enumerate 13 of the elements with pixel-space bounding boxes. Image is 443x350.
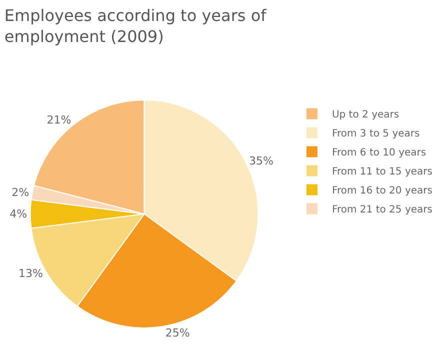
data-label: 25% — [165, 326, 190, 340]
data-label: 4% — [10, 208, 28, 220]
legend-label: From 3 to 5 years — [332, 128, 420, 140]
data-label: 13% — [18, 267, 43, 280]
legend-label: From 21 to 25 years — [332, 204, 432, 216]
legend-label: From 11 to 15 years — [332, 166, 432, 178]
data-label: 21% — [46, 113, 72, 126]
legend-label: Up to 2 years — [332, 110, 400, 121]
data-label: 2% — [12, 186, 30, 199]
legend-label: From 6 to 10 years — [332, 148, 426, 159]
data-label: 35% — [249, 154, 274, 168]
chart-title: Employees according to years of employment (2009) — [4, 6, 267, 46]
legend-label: From 16 to 20 years — [332, 186, 432, 197]
